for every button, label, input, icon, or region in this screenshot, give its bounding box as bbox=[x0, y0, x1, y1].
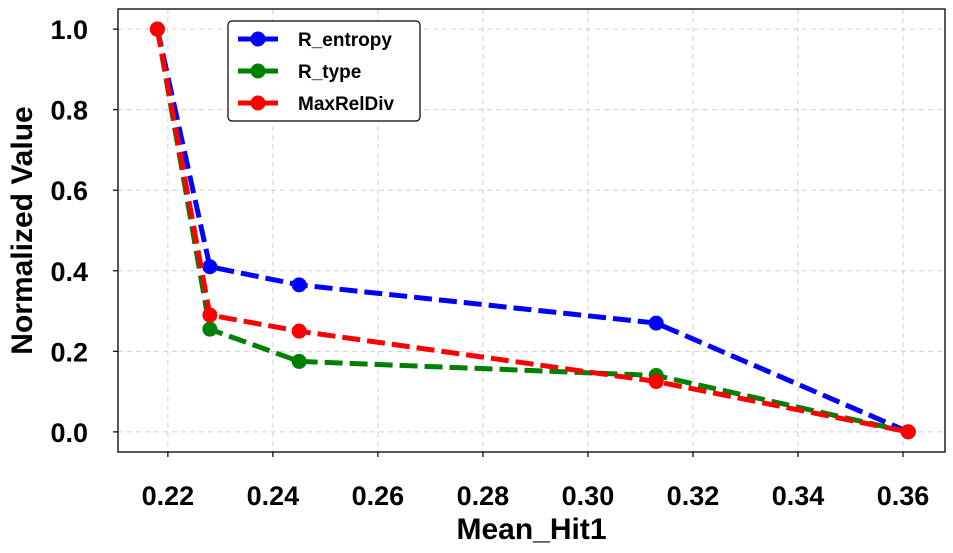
series-layer bbox=[149, 21, 916, 440]
data-point-MaxRelDiv bbox=[900, 424, 916, 440]
x-axis-label: Mean_Hit1 bbox=[456, 513, 606, 546]
series-MaxRelDiv bbox=[149, 21, 916, 440]
x-tick-label: 0.36 bbox=[877, 481, 930, 511]
data-point-R_entropy bbox=[291, 277, 307, 293]
y-tick-label: 0.8 bbox=[50, 96, 88, 126]
x-tick-label: 0.28 bbox=[457, 481, 510, 511]
legend-item-MaxRelDiv: MaxRelDiv bbox=[238, 94, 395, 115]
series-R_entropy bbox=[149, 21, 916, 440]
y-tick-label: 0.6 bbox=[50, 176, 88, 206]
y-tick-label: 0.0 bbox=[50, 418, 88, 448]
plot-frame bbox=[117, 8, 946, 453]
legend-label: R_type bbox=[298, 62, 361, 83]
x-axis-ticks: 0.22 0.24 0.26 0.28 0.30 0.32 0.34 0.36 bbox=[142, 452, 930, 511]
y-tick-label: 1.0 bbox=[50, 15, 88, 45]
legend-swatch-marker bbox=[250, 63, 266, 79]
data-point-R_entropy bbox=[648, 315, 664, 331]
legend-swatch-marker bbox=[250, 31, 266, 47]
data-point-R_type bbox=[291, 353, 307, 369]
y-axis-label: Normalized Value bbox=[6, 106, 39, 354]
x-tick-label: 0.30 bbox=[562, 481, 615, 511]
x-tick-label: 0.22 bbox=[142, 481, 195, 511]
y-tick-label: 0.4 bbox=[50, 257, 88, 287]
data-point-MaxRelDiv bbox=[291, 323, 307, 339]
legend-label: R_entropy bbox=[298, 30, 392, 51]
x-tick-label: 0.24 bbox=[247, 481, 300, 511]
data-point-R_entropy bbox=[202, 259, 218, 275]
x-tick-label: 0.32 bbox=[667, 481, 720, 511]
legend-box bbox=[227, 20, 421, 122]
data-point-MaxRelDiv bbox=[202, 307, 218, 323]
data-point-MaxRelDiv bbox=[648, 374, 664, 390]
x-tick-label: 0.26 bbox=[352, 481, 405, 511]
data-point-R_type bbox=[202, 321, 218, 337]
legend-swatch-marker bbox=[250, 95, 266, 111]
legend-label: MaxRelDiv bbox=[298, 94, 395, 115]
data-point-MaxRelDiv bbox=[149, 21, 165, 37]
legend-item-R_type: R_type bbox=[238, 62, 361, 83]
y-tick-label: 0.2 bbox=[50, 337, 88, 367]
legend-item-R_entropy: R_entropy bbox=[238, 30, 392, 51]
y-axis-ticks: 0.0 0.2 0.4 0.6 0.8 1.0 bbox=[50, 15, 118, 448]
x-tick-label: 0.34 bbox=[772, 481, 825, 511]
legend: R_entropy R_type MaxRelDiv bbox=[227, 20, 421, 122]
